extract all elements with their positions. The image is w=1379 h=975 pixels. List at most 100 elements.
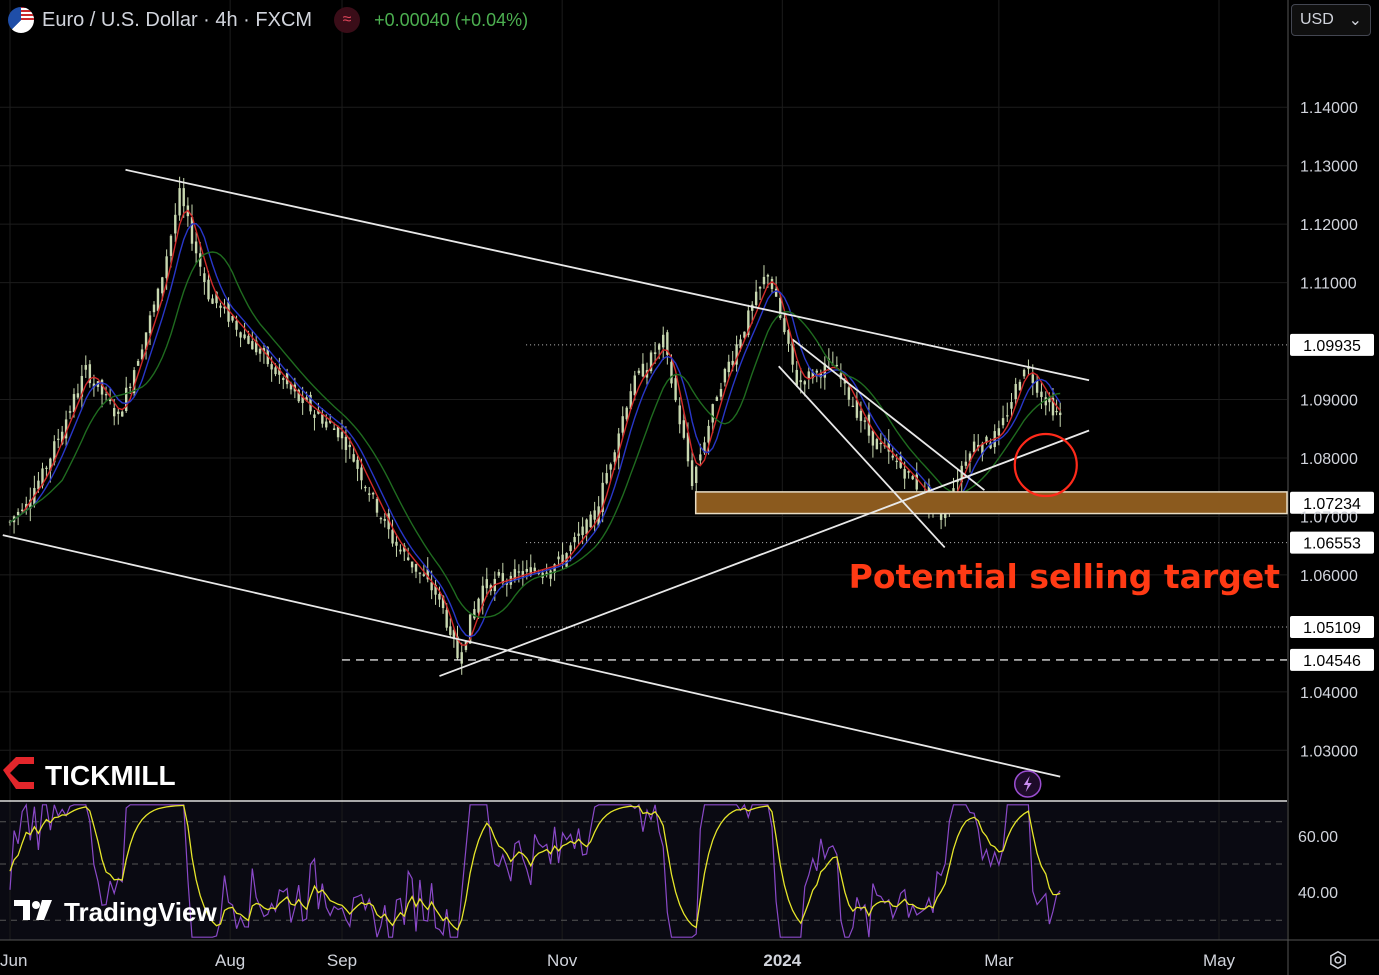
candle-body <box>352 454 355 462</box>
time-tick-label: Jun <box>0 951 27 970</box>
candle-body <box>699 454 702 461</box>
candle-body <box>839 373 843 379</box>
price-change: +0.00040 (+0.04%) <box>374 9 529 30</box>
candle-body <box>589 514 592 528</box>
time-tick-label: 2024 <box>763 951 801 970</box>
candle-body <box>719 388 723 397</box>
candle-body <box>108 399 112 402</box>
candle-body <box>875 439 879 450</box>
candle-body <box>525 568 529 572</box>
candle-body <box>348 444 351 448</box>
candle-body <box>1048 398 1051 403</box>
settings-icon[interactable] <box>1327 949 1349 971</box>
candle-body <box>178 188 181 216</box>
candle-body <box>835 364 839 367</box>
candle-body <box>136 361 140 366</box>
tradingview-text: TradingView <box>64 897 217 927</box>
price-tick-label: 1.12000 <box>1300 217 1358 234</box>
candle-body <box>25 503 28 509</box>
candle-body <box>956 480 959 483</box>
candle-body <box>739 339 742 349</box>
candle-body <box>799 380 802 383</box>
candle-body <box>731 360 734 365</box>
candle-body <box>148 315 152 334</box>
candle-body <box>553 564 556 574</box>
candle-body <box>215 291 218 304</box>
trendline-lower-channel <box>2 534 1061 778</box>
candle-body <box>207 279 210 300</box>
candle-body <box>243 334 246 339</box>
time-tick-label: Aug <box>215 951 245 970</box>
candle-body <box>368 493 371 495</box>
candle-body <box>190 217 194 244</box>
candle-body <box>779 297 782 318</box>
rsi-tick-label: 40.00 <box>1298 885 1338 902</box>
candle-body <box>262 348 266 352</box>
candle-body <box>621 416 624 433</box>
symbol-title[interactable]: Euro / U.S. Dollar · 4h · FXCM <box>42 8 313 31</box>
candle-body <box>666 332 669 355</box>
candle-body <box>549 570 552 579</box>
candle-body <box>891 455 894 458</box>
candle-body <box>629 391 632 410</box>
candle-body <box>53 441 56 463</box>
candle-body <box>703 442 706 453</box>
currency-select[interactable]: USD ⌄ <box>1291 4 1371 36</box>
candle-body <box>807 371 810 379</box>
candle-body <box>758 286 762 289</box>
rsi-pane <box>0 802 1287 940</box>
candle-body <box>152 304 156 313</box>
candle-body <box>783 318 786 333</box>
candle-body <box>113 408 116 417</box>
candle-body <box>972 441 976 453</box>
price-level-label: 1.07234 <box>1303 496 1361 513</box>
candle-body <box>727 361 730 373</box>
candle-body <box>434 584 437 595</box>
candle-body <box>422 574 426 576</box>
candle-body <box>855 400 859 418</box>
candle-body <box>670 361 673 384</box>
price-tick-label: 1.06000 <box>1300 568 1358 585</box>
candle-body <box>169 235 173 256</box>
candle-body <box>1055 411 1058 413</box>
candle-body <box>309 394 312 412</box>
candle-body <box>625 407 628 420</box>
candle-body <box>633 375 637 396</box>
candle-body <box>64 419 68 439</box>
candle-body <box>690 460 694 487</box>
candle-body <box>715 397 719 401</box>
chevron-down-icon: ⌄ <box>1348 12 1362 29</box>
candle-body <box>1035 380 1039 393</box>
candle-body <box>1051 397 1055 416</box>
candle-body <box>1006 415 1009 417</box>
candle-body <box>751 304 754 311</box>
candle-body <box>803 381 806 385</box>
candle-body <box>557 556 560 560</box>
candle-body <box>1014 383 1017 400</box>
price-tick-label: 1.08000 <box>1300 451 1358 468</box>
candle-body <box>227 301 230 322</box>
candle-body <box>239 332 242 338</box>
candle-body <box>649 352 653 372</box>
wave-icon[interactable]: ≈ <box>334 7 361 33</box>
candle-body <box>297 389 300 402</box>
candle-body <box>219 305 222 308</box>
tv-mark-dot <box>32 901 40 909</box>
candle-body <box>383 519 386 521</box>
support-zone <box>694 491 1288 515</box>
candle-body <box>414 564 418 572</box>
candle-body <box>581 526 584 536</box>
candle-body <box>16 511 20 516</box>
candle-body <box>1001 418 1005 426</box>
rsi-line <box>9 803 1061 938</box>
candle-body <box>57 438 60 440</box>
candle-body <box>686 432 690 462</box>
candle-body <box>766 274 770 277</box>
candle-body <box>301 396 304 404</box>
candle-body <box>344 436 348 450</box>
candle-body <box>997 428 1001 436</box>
candle-body <box>356 459 359 469</box>
candle-body <box>128 386 132 388</box>
candle-body <box>609 464 612 470</box>
